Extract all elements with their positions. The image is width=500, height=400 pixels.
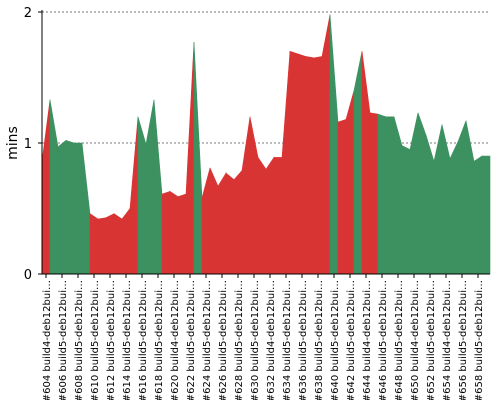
x-tick-label: #650 build4-deb12bui… <box>410 280 421 400</box>
area-segment <box>377 113 387 275</box>
area-segment <box>353 51 363 275</box>
x-tick-label: #648 build5-deb12bui… <box>394 280 405 400</box>
x-tick-label: #640 build5-deb12bui… <box>330 280 341 400</box>
x-tick-label: #604 build4-deb12bui… <box>42 280 53 400</box>
grid-lines <box>42 11 490 144</box>
y-axis-label: mins <box>5 126 21 160</box>
area-segment <box>465 120 475 275</box>
x-tick-label: #626 build5-deb12bui… <box>218 280 229 400</box>
x-tick-label: #636 build5-deb12bui… <box>298 280 309 400</box>
area-segment <box>281 51 291 275</box>
area-segment <box>473 155 483 275</box>
x-tick-label: #610 build5-deb12bui… <box>90 280 101 400</box>
area-segment <box>385 116 395 275</box>
x-tick-label: #632 build4-deb12bui… <box>266 280 277 400</box>
area-segment <box>457 120 467 275</box>
area-segment <box>169 190 179 275</box>
x-tick-label: #630 build5-deb12bui… <box>250 280 261 400</box>
area-segment <box>105 213 115 275</box>
x-tick-label: #652 build5-deb12bui… <box>426 280 437 400</box>
area-segment <box>409 112 419 275</box>
duration-area <box>41 14 491 275</box>
area-segment <box>201 167 211 275</box>
area-segment <box>73 142 83 275</box>
area-segment <box>265 156 275 275</box>
area-segment <box>441 124 451 275</box>
x-tick-label: #646 build5-deb12bui… <box>378 280 389 400</box>
x-tick-label: #616 build5-deb12bui… <box>138 280 149 400</box>
area-segment <box>121 207 131 275</box>
x-tick-label: #658 build5-deb12bui… <box>474 280 485 400</box>
x-tick-label: #620 build4-deb12bui… <box>170 280 181 400</box>
area-segment <box>361 51 371 275</box>
area-segment <box>289 50 299 275</box>
area-segment <box>321 14 331 275</box>
x-tick-label: #614 build5-deb12bui… <box>122 280 133 400</box>
area-segment <box>417 112 427 275</box>
area-segment <box>57 139 67 275</box>
x-tick-label: #634 build5-deb12bui… <box>282 280 293 400</box>
area-segment <box>297 53 307 275</box>
area-segment <box>273 157 283 275</box>
x-tick-label: #642 build5-deb12bui… <box>346 280 357 400</box>
x-tick-label: #654 build4-deb12bui… <box>442 280 453 400</box>
y-tick-label: 0 <box>24 268 32 283</box>
area-segment <box>137 116 147 275</box>
area-segment <box>345 90 355 275</box>
area-segment <box>177 193 187 275</box>
area-segment <box>313 56 323 275</box>
area-segment <box>185 42 195 275</box>
x-tick-label: #608 build5-deb12bui… <box>74 280 85 400</box>
x-tick-label: #606 build5-deb12bui… <box>58 280 69 400</box>
x-tick-label: #628 build5-deb12bui… <box>234 280 245 400</box>
area-segment <box>233 169 243 275</box>
area-segment <box>257 156 267 275</box>
area-segment <box>65 139 75 275</box>
x-tick-label: #622 build5-deb12bui… <box>186 280 197 400</box>
x-tick-label: #618 build5-deb12bui… <box>154 280 165 400</box>
area-segment <box>129 116 139 275</box>
x-tick-label: #624 build5-deb12bui… <box>202 280 213 400</box>
area-segment <box>97 217 107 275</box>
area-segment <box>425 135 435 275</box>
area-segment <box>433 124 443 275</box>
area-segment <box>153 99 163 275</box>
area-segment <box>113 213 123 275</box>
y-tick-label: 2 <box>24 6 32 21</box>
area-segment <box>209 167 219 275</box>
area-segment <box>89 213 99 275</box>
area-segment <box>449 141 459 275</box>
area-segment <box>249 116 259 275</box>
area-segment <box>401 145 411 275</box>
axes: 0 1 2 #604 build4-deb12bui… #606 build5-deb1… <box>24 6 490 400</box>
area-segment <box>337 119 347 275</box>
area-segment <box>241 116 251 275</box>
area-segment <box>41 99 51 275</box>
area-segment <box>305 56 315 275</box>
x-tick-label: #638 build5-deb12bui… <box>314 280 325 400</box>
area-segment <box>225 172 235 275</box>
x-tick-label: #644 build4-deb12bui… <box>362 280 373 400</box>
area-segment <box>49 99 59 275</box>
area-segment <box>81 142 91 275</box>
area-segment <box>369 112 379 275</box>
area-segment <box>217 172 227 275</box>
area-segment <box>161 191 171 275</box>
x-tick-label: #612 build5-deb12bui… <box>106 280 117 400</box>
y-tick-label: 1 <box>24 137 32 152</box>
area-segment <box>481 155 491 275</box>
area-segment <box>145 99 155 275</box>
x-tick-label: #656 build5-deb12bui… <box>458 280 469 400</box>
area-segment <box>393 116 403 275</box>
area-segment <box>329 14 339 275</box>
area-segment <box>193 42 203 275</box>
